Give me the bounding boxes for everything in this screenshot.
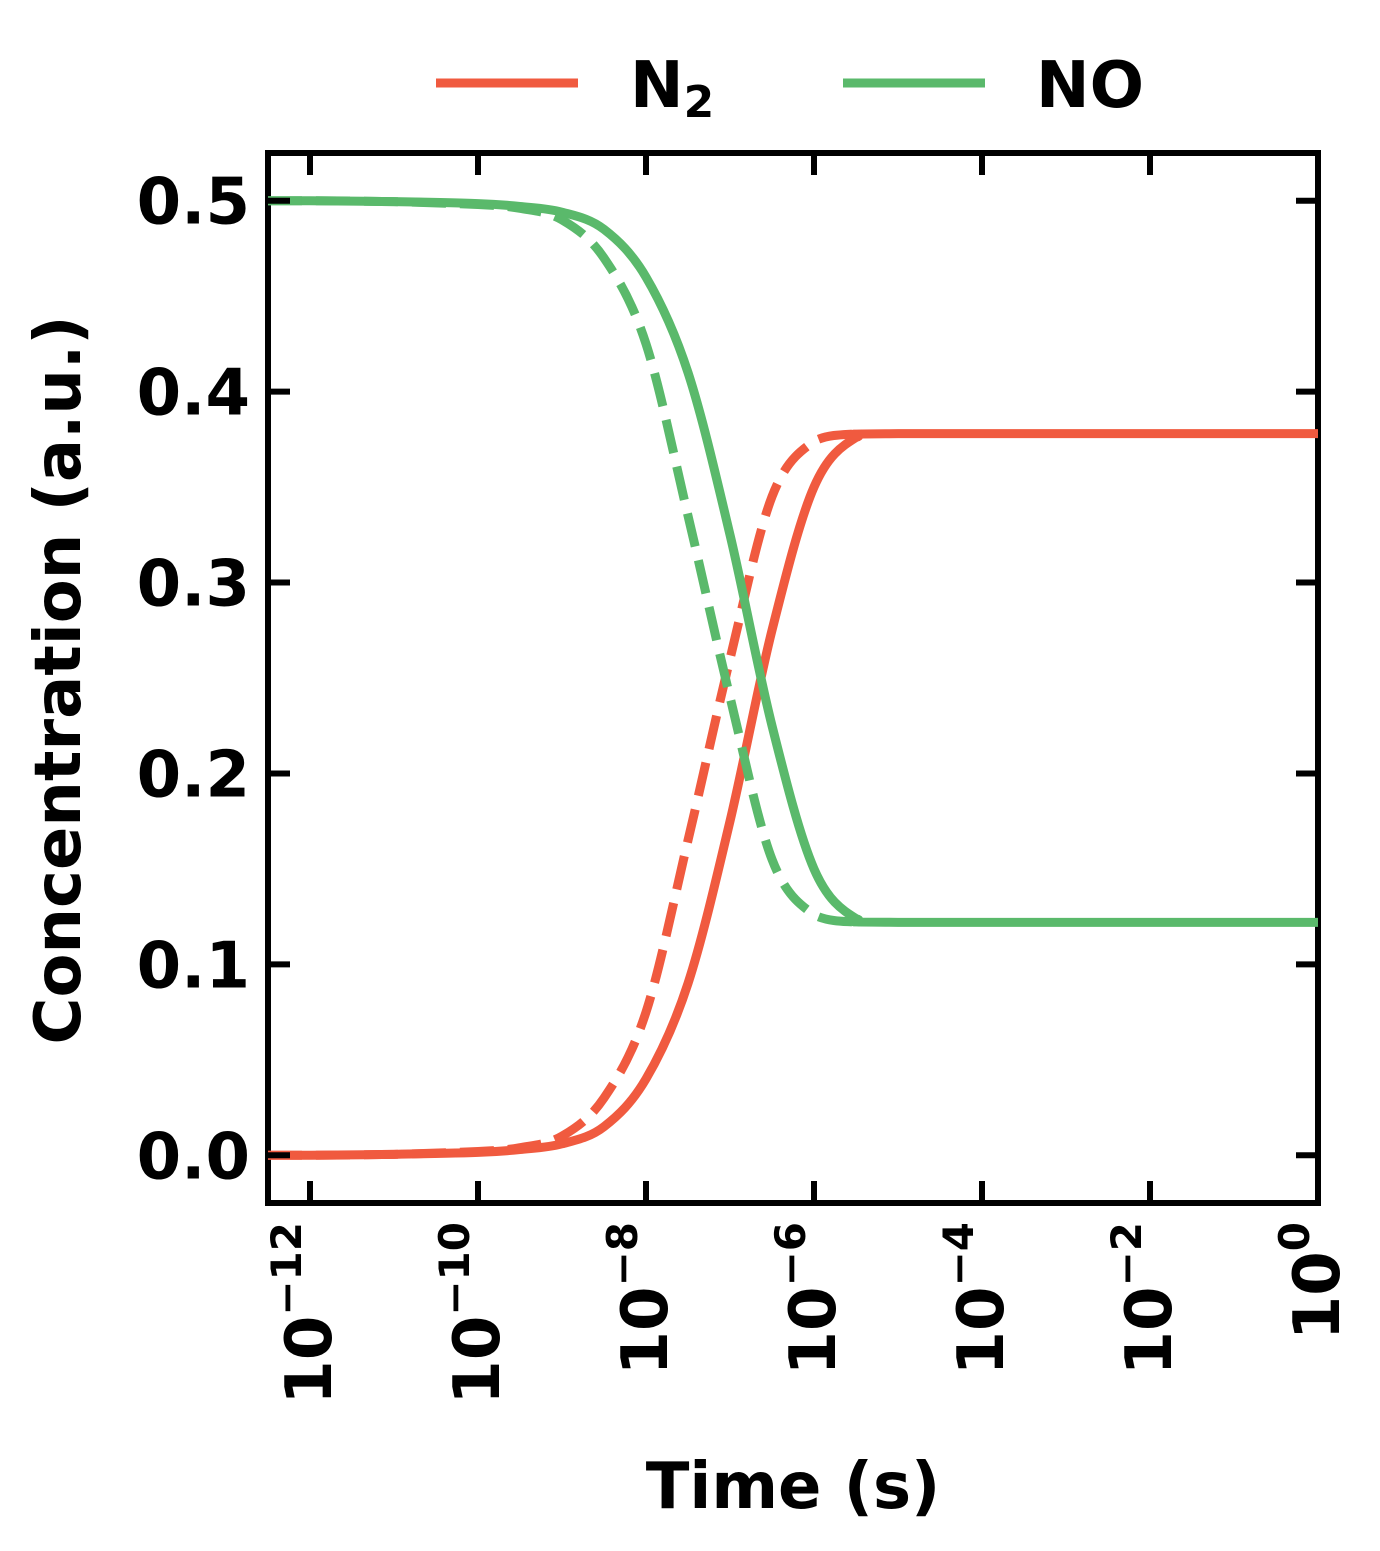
x-tick-label: 10−10 — [430, 1222, 515, 1405]
y-axis-title: Concentration (a.u.) — [22, 316, 96, 1045]
y-tick-label: 0.0 — [137, 1120, 250, 1194]
legend-entry-no: NO — [843, 49, 1144, 123]
x-tick-label: 10−6 — [766, 1222, 851, 1375]
series-line-no-solid — [268, 196, 1318, 927]
series-line-n2-solid — [268, 429, 1318, 1160]
x-tick-label: 10−2 — [1102, 1222, 1187, 1375]
series-line-n2-dashed — [268, 429, 857, 1160]
plot-frame — [265, 150, 1321, 1206]
legend-entry-n2: N2 — [436, 49, 714, 128]
x-tick-label: 10−4 — [934, 1222, 1019, 1375]
y-tick-label: 0.1 — [137, 929, 250, 1003]
series-line-no-dashed — [268, 196, 857, 927]
y-tick-label: 0.5 — [137, 166, 250, 240]
x-tick-label: 10−8 — [598, 1222, 683, 1375]
x-tick-label: 100 — [1270, 1222, 1355, 1340]
x-tick-label: 10−12 — [262, 1222, 347, 1405]
legend-label: N2 — [630, 49, 714, 128]
legend-label: NO — [1036, 49, 1144, 123]
y-tick-label: 0.4 — [137, 357, 250, 431]
y-tick-label: 0.3 — [137, 548, 250, 622]
x-axis-title: Time (s) — [646, 1450, 941, 1524]
y-tick-label: 0.2 — [137, 738, 250, 812]
